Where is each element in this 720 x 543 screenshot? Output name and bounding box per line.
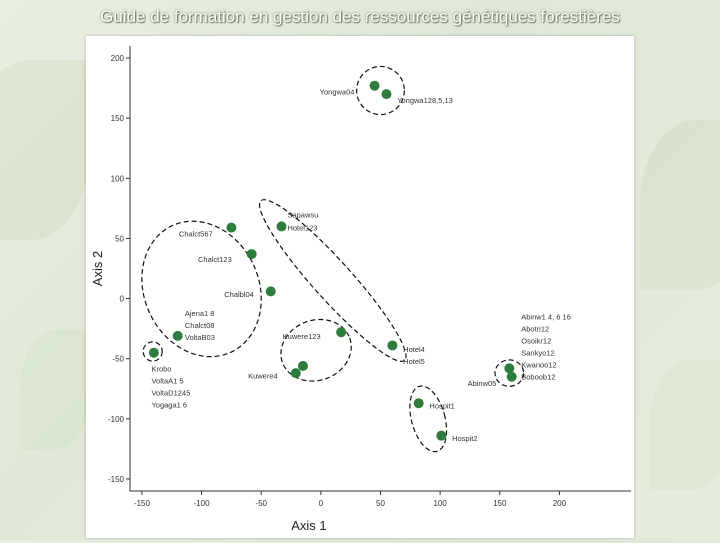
point-label: Chalct567: [179, 230, 213, 239]
data-point: [265, 286, 276, 297]
x-axis-title: Axis 1: [291, 518, 326, 533]
point-label: Boboob12: [521, 373, 555, 382]
y-tick-label: 200: [111, 54, 125, 63]
point-label: Sankyo12: [521, 349, 554, 358]
point-label: Abotri12: [521, 325, 549, 334]
y-tick-label: 150: [111, 114, 125, 123]
data-point: [436, 430, 447, 441]
background-leaf-decoration: [640, 120, 720, 290]
point-label: Yongwa04: [320, 88, 355, 97]
y-tick-label: 0: [120, 295, 125, 304]
point-label: VoltaA1 5: [151, 376, 183, 385]
point-label: Chalct123: [198, 255, 232, 264]
x-tick-label: 100: [433, 499, 447, 508]
y-tick-label: -100: [108, 415, 125, 424]
point-label: Hotel4: [403, 345, 425, 354]
data-point: [413, 398, 424, 409]
data-point: [504, 363, 515, 374]
slide-title: Guide de formation en gestion des ressou…: [100, 7, 620, 26]
point-label: Sapawsu: [287, 210, 318, 219]
data-points: [148, 80, 517, 441]
data-point: [336, 327, 347, 338]
x-tick-label: -50: [255, 499, 267, 508]
point-label: Hotel5: [403, 357, 425, 366]
cluster-ellipse: [142, 341, 163, 362]
point-label: Hotel123: [287, 224, 317, 233]
cluster-ellipse: [356, 65, 405, 116]
cluster-ellipses: [141, 65, 525, 453]
x-tick-label: -100: [194, 499, 211, 508]
point-label: VoltaB03: [185, 333, 215, 342]
point-label: Kuwere4: [248, 372, 278, 381]
point-label: Ajena1 8: [185, 309, 215, 318]
data-point: [276, 221, 287, 232]
point-label: Osoikr12: [521, 337, 551, 346]
y-tick-label: 100: [111, 174, 125, 183]
cluster-ellipse: [141, 220, 262, 358]
x-tick-label: 200: [553, 499, 567, 508]
point-label: Krobo: [151, 364, 171, 373]
point-label: Yongwa128,5,13: [397, 96, 453, 105]
slide-header: Guide de formation en gestion des ressou…: [0, 0, 720, 34]
data-point: [290, 368, 301, 379]
x-tick-label: 0: [319, 499, 324, 508]
point-label: Hospit2: [452, 434, 477, 443]
data-point: [387, 340, 398, 351]
scatter-chart: -150 -100 -50 0 50 100 150 200 -150 -100 -50 0 50 100…: [90, 46, 631, 533]
cluster-ellipse: [280, 318, 352, 382]
y-tick-label: -150: [108, 475, 125, 484]
data-point: [246, 249, 257, 260]
data-point: [381, 89, 392, 100]
point-label: Abinw1 4, 6 16: [521, 313, 571, 322]
cluster-ellipse: [409, 385, 448, 453]
point-label: VoltaD1245: [151, 388, 190, 397]
y-tick-label: -50: [112, 355, 124, 364]
point-label: Kwanoo12: [521, 361, 556, 370]
data-point: [506, 371, 517, 382]
figure-panel: -150 -100 -50 0 50 100 150 200 -150 -100 -50 0 50 100…: [86, 36, 634, 538]
y-tick-label: 50: [115, 234, 124, 243]
point-label: Abinw05: [468, 379, 497, 388]
data-point: [226, 222, 237, 233]
background-leaf-decoration: [20, 330, 90, 450]
point-label: Hospit1: [429, 402, 454, 411]
point-label: Chalbl04: [224, 290, 254, 299]
point-label: Kuwere123: [283, 332, 321, 341]
chart-axes: -150 -100 -50 0 50 100 150 200 -150 -100 -50 0 50 100…: [108, 46, 631, 508]
cluster-ellipse: [258, 199, 407, 362]
x-tick-label: 50: [376, 499, 385, 508]
y-axis-title: Axis 2: [90, 251, 105, 286]
point-label: Yogaga1 6: [151, 400, 187, 409]
data-point: [148, 347, 159, 358]
x-tick-label: 150: [493, 499, 507, 508]
background-leaf-decoration: [0, 60, 90, 240]
data-point: [172, 330, 183, 341]
data-point: [297, 360, 308, 371]
point-labels: Yongwa04 Yongwa128,5,13 Sapawsu Hotel123 Cha…: [151, 88, 570, 443]
data-point: [369, 80, 380, 91]
point-label: Chalct08: [185, 321, 215, 330]
background-leaf-decoration: [650, 360, 720, 490]
cluster-ellipse: [494, 359, 525, 387]
x-tick-label: -150: [134, 499, 151, 508]
